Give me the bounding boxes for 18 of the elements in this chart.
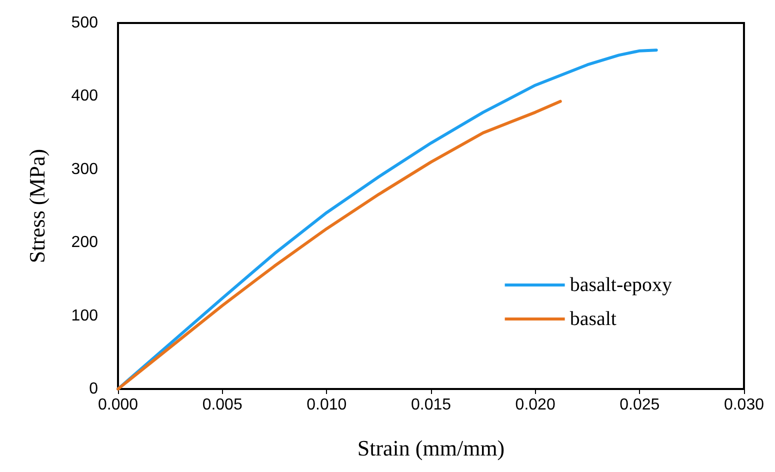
- x-tick-label: 0.005: [202, 396, 242, 414]
- x-tick-label: 0.020: [515, 396, 556, 414]
- x-tick-label: 0.000: [98, 396, 138, 414]
- y-tick-label: 400: [71, 88, 98, 105]
- x-tick-label: 0.030: [724, 396, 764, 414]
- legend-label: basalt-epoxy: [570, 274, 672, 296]
- legend-label: basalt: [570, 308, 617, 330]
- y-tick-label: 0: [89, 380, 98, 398]
- y-axis-title: Stress (MPa): [24, 148, 50, 264]
- y-tick-label: 300: [71, 160, 98, 178]
- x-tick-label: 0.025: [620, 396, 660, 414]
- y-tick-label: 500: [71, 14, 98, 32]
- line-series: [116, 100, 562, 390]
- y-tick-label: 200: [71, 234, 98, 252]
- x-tick-label: 0.015: [410, 396, 452, 414]
- x-tick-label: 0.010: [306, 396, 347, 414]
- x-axis-title: Strain (mm/mm): [357, 436, 505, 460]
- y-tick-label: 100: [71, 307, 98, 324]
